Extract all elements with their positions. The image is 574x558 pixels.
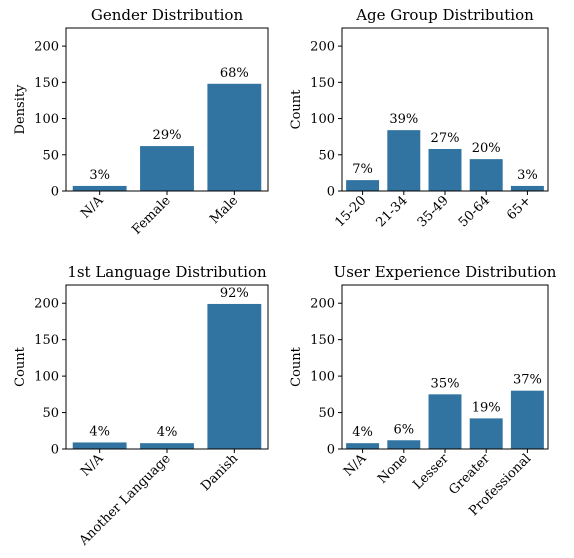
- bar-label: 6%: [393, 422, 414, 437]
- y-axis-label: Density: [13, 84, 28, 135]
- y-tick-label: 50: [318, 148, 335, 163]
- x-tick-label: 50-64: [456, 193, 493, 230]
- chart-title: 1st Language Distribution: [67, 263, 267, 281]
- bar: [72, 442, 127, 449]
- y-tick-label: 100: [34, 112, 59, 127]
- y-tick-label: 0: [327, 185, 335, 200]
- bar-label: 37%: [513, 373, 542, 388]
- bar: [469, 159, 503, 191]
- y-tick-label: 50: [318, 406, 335, 421]
- y-tick-label: 0: [327, 443, 335, 458]
- x-tick-label: N/A: [78, 193, 107, 222]
- bar: [207, 83, 262, 191]
- bar: [207, 303, 262, 449]
- plot-frame: [65, 27, 269, 192]
- bar: [428, 394, 462, 449]
- bar: [469, 418, 503, 449]
- y-tick-label: 150: [310, 333, 335, 348]
- x-tick-label: 15-20: [332, 193, 369, 230]
- bar: [140, 443, 194, 449]
- y-axis-label: Count: [13, 346, 28, 387]
- bar: [428, 148, 462, 191]
- chart-title: Age Group Distribution: [355, 6, 534, 24]
- y-tick-label: 150: [310, 76, 335, 91]
- x-tick-label: 21-34: [374, 193, 411, 230]
- bar-label: 19%: [472, 400, 501, 415]
- y-tick-label: 100: [310, 370, 335, 385]
- bar: [346, 180, 380, 191]
- bar-label: 35%: [431, 376, 460, 391]
- bar-label: 3%: [517, 168, 538, 183]
- chart-title: Gender Distribution: [91, 6, 244, 24]
- y-tick-label: 200: [310, 297, 335, 312]
- x-tick-label: Female: [129, 193, 174, 238]
- bar-label: 39%: [389, 112, 418, 127]
- x-tick-label: Male: [207, 193, 241, 227]
- x-tick-label: Danish: [198, 451, 241, 494]
- y-tick-label: 200: [34, 297, 59, 312]
- bar: [510, 185, 544, 191]
- bar: [346, 443, 380, 449]
- y-tick-label: 200: [310, 40, 335, 55]
- y-tick-label: 100: [310, 112, 335, 127]
- x-tick-label: 65+: [504, 193, 534, 223]
- bar-label: 7%: [352, 162, 373, 177]
- bar-label: 4%: [352, 425, 373, 440]
- y-tick-label: 150: [34, 76, 59, 91]
- y-axis-label: Count: [289, 89, 304, 130]
- bar-label: 92%: [220, 286, 249, 301]
- y-tick-label: 0: [51, 443, 59, 458]
- bar: [140, 146, 194, 191]
- bar-label: 68%: [220, 66, 249, 81]
- x-tick-label: N/A: [341, 451, 370, 480]
- chart-title: User Experience Distribution: [334, 263, 557, 281]
- plot-frame: [341, 27, 549, 192]
- x-tick-label: N/A: [78, 451, 107, 480]
- y-tick-label: 100: [34, 370, 59, 385]
- bar: [72, 185, 127, 191]
- y-tick-label: 50: [42, 406, 59, 421]
- bar-label: 4%: [157, 425, 178, 440]
- x-tick-label: 35-49: [415, 193, 452, 230]
- plot-frame: [341, 284, 549, 450]
- bar: [387, 440, 421, 449]
- y-axis-label: Count: [289, 346, 304, 387]
- x-tick-label: None: [375, 451, 411, 487]
- y-tick-label: 200: [34, 40, 59, 55]
- plot-frame: [65, 284, 269, 450]
- y-tick-label: 0: [51, 185, 59, 200]
- bar: [387, 130, 421, 191]
- y-tick-label: 50: [42, 148, 59, 163]
- bar-label: 29%: [153, 128, 182, 143]
- bar-label: 27%: [431, 131, 460, 146]
- bar: [510, 390, 544, 449]
- bar-label: 3%: [89, 168, 110, 183]
- bar-label: 4%: [89, 424, 110, 439]
- y-tick-label: 150: [34, 333, 59, 348]
- bar-label: 20%: [472, 141, 501, 156]
